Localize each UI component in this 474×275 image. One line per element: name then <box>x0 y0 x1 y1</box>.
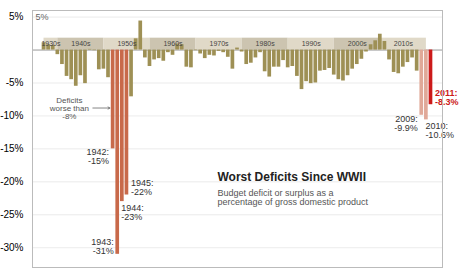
svg-text:5%: 5% <box>36 12 49 22</box>
svg-text:1950s: 1950s <box>117 40 137 47</box>
svg-text:2009:-9.9%: 2009:-9.9% <box>394 114 418 133</box>
svg-text:1944:-23%: 1944:-23% <box>121 203 144 222</box>
svg-text:-20%: -20% <box>0 176 23 187</box>
svg-text:1945:-22%: 1945:-22% <box>131 178 154 197</box>
svg-text:5%: 5% <box>9 11 24 22</box>
svg-text:1960s: 1960s <box>163 40 183 47</box>
svg-text:Worst Deficits Since WWII: Worst Deficits Since WWII <box>218 170 366 184</box>
svg-text:-10%: -10% <box>0 110 23 121</box>
svg-text:Deficitsworse than-8%: Deficitsworse than-8% <box>49 96 89 121</box>
svg-text:2000s: 2000s <box>348 40 368 47</box>
svg-text:-5%: -5% <box>6 77 24 88</box>
svg-text:-15%: -15% <box>0 143 23 154</box>
svg-text:1943:-31%: 1943:-31% <box>91 237 114 256</box>
svg-text:2011:-8.3%: 2011:-8.3% <box>435 88 459 107</box>
svg-text:1990s: 1990s <box>302 40 322 47</box>
svg-text:2010s: 2010s <box>394 40 414 47</box>
svg-text:Budget deficit or surplus as a: Budget deficit or surplus as apercentage… <box>218 188 369 207</box>
svg-text:2010:-10.6%: 2010:-10.6% <box>425 121 454 140</box>
svg-text:-30%: -30% <box>0 242 23 253</box>
svg-text:-25%: -25% <box>0 209 23 220</box>
svg-text:1942:-15%: 1942:-15% <box>87 147 110 166</box>
svg-text:1970s: 1970s <box>210 40 230 47</box>
svg-text:1930s: 1930s <box>41 40 61 47</box>
svg-text:1980s: 1980s <box>256 40 276 47</box>
svg-text:1940s: 1940s <box>71 40 91 47</box>
